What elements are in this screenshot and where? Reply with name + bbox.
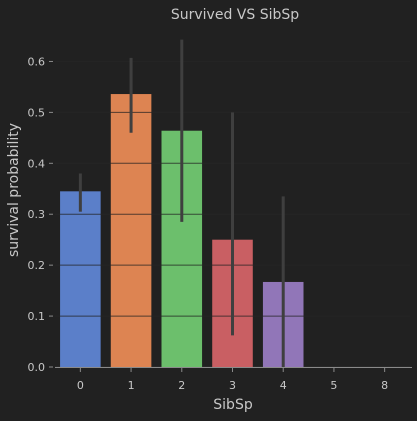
x-axis-label: SibSp [213, 397, 253, 413]
x-tick-label: 1 [128, 379, 135, 392]
y-axis-label: survival probability [6, 123, 22, 257]
x-tick-label: 3 [229, 379, 236, 392]
y-tick-label: 0.5 [28, 106, 46, 119]
x-tick-label: 2 [178, 379, 185, 392]
y-tick-label: 0.0 [28, 361, 46, 374]
y-tick-label: 0.6 [28, 55, 46, 68]
y-tick-label: 0.3 [28, 208, 46, 221]
axes [49, 60, 412, 372]
x-tick-label: 8 [381, 379, 388, 392]
y-tick-label: 0.4 [28, 157, 46, 170]
chart-title: Survived VS SibSp [171, 7, 299, 23]
y-tick-label: 0.1 [28, 310, 46, 323]
tick-labels: 0.0 0.1 0.2 0.3 0.4 0.5 0.6 0 1 2 3 4 5 8 [28, 55, 389, 392]
y-tick-label: 0.2 [28, 259, 46, 272]
x-tick-label: 0 [77, 379, 84, 392]
bar [110, 94, 152, 367]
bar [60, 191, 101, 367]
x-tick-label: 4 [280, 379, 287, 392]
x-tick-label: 5 [330, 379, 337, 392]
error-bars [78, 39, 285, 367]
